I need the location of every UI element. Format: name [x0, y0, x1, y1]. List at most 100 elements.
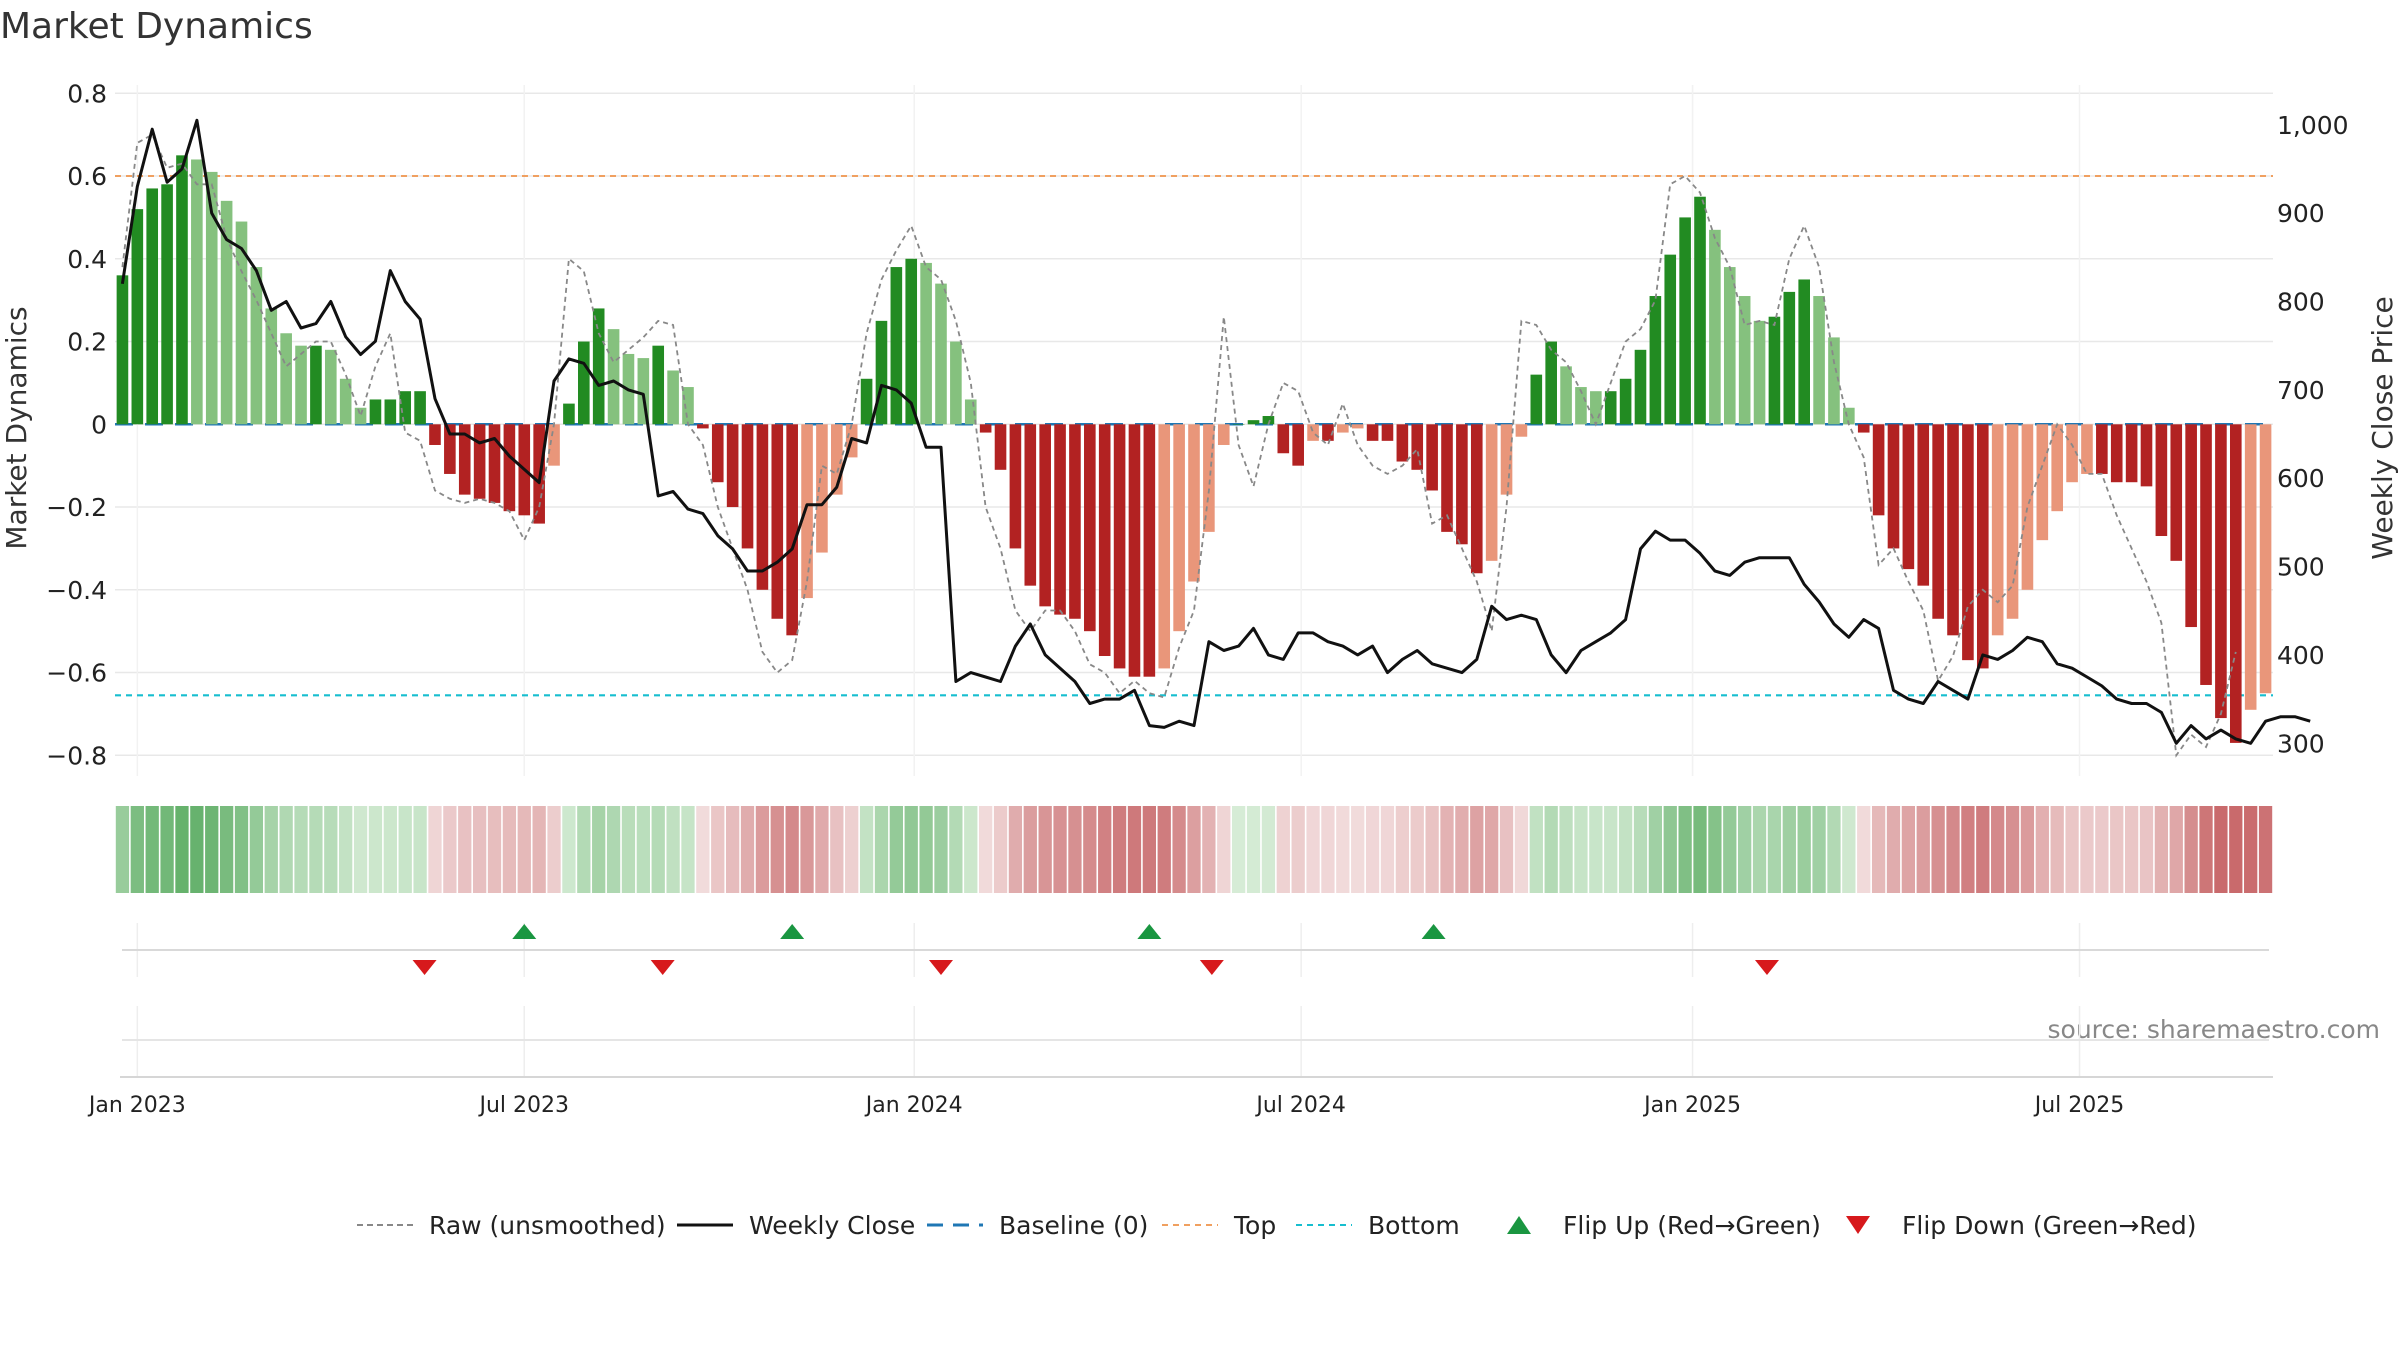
regime-strip-cell	[889, 806, 903, 893]
regime-strip-cell	[2154, 806, 2169, 893]
dynamics-bar	[1649, 296, 1662, 425]
x-tick-label: Jan 2024	[864, 1093, 963, 1118]
dynamics-bar	[1054, 424, 1066, 615]
dynamics-bar	[2021, 424, 2034, 590]
legend-label: Baseline (0)	[999, 1211, 1148, 1240]
regime-strip-cell	[234, 806, 249, 893]
dynamics-bar	[1277, 424, 1290, 454]
regime-strip-cell	[1291, 806, 1305, 893]
regime-strip-cell	[413, 806, 427, 893]
y-tick-left-label: 0.8	[67, 79, 107, 108]
regime-strip-cell	[2080, 806, 2094, 893]
legend-label: Flip Down (Green→Red)	[1902, 1211, 2197, 1240]
regime-strip-cell	[1618, 806, 1633, 893]
regime-strip-cell	[1916, 806, 1930, 893]
dynamics-bar	[771, 424, 784, 619]
dynamics-bar	[1857, 424, 1870, 433]
regime-strip-cell	[324, 806, 338, 893]
dynamics-bar	[1292, 424, 1304, 466]
regime-strip-cell	[428, 806, 442, 893]
y-tick-right-label: 900	[2277, 199, 2325, 228]
legend-label: Weekly Close	[749, 1211, 915, 1240]
flip-up-marker	[1137, 924, 1162, 939]
y-tick-right-label: 300	[2277, 729, 2325, 758]
dynamics-bar	[548, 424, 560, 466]
dynamics-bar	[295, 345, 307, 425]
y-tick-right-label: 800	[2277, 287, 2325, 316]
regime-strip-cell	[1321, 806, 1335, 893]
regime-strip-cell	[2214, 806, 2228, 893]
raw-unsmoothed-line	[121, 133, 2237, 758]
regime-strip-cell	[1767, 806, 1782, 893]
regime-strip-cell	[130, 806, 144, 893]
dynamics-bar	[176, 155, 188, 425]
legend-label: Raw (unsmoothed)	[429, 1211, 666, 1240]
regime-strip-cell	[190, 806, 204, 893]
dynamics-bar	[116, 275, 129, 425]
regime-strip-cell	[1738, 806, 1752, 893]
regime-strip-cell	[502, 806, 517, 893]
flip-up-marker	[1421, 924, 1446, 939]
regime-strip-cell	[2050, 806, 2064, 893]
flip-down-marker	[1199, 960, 1224, 975]
regime-strip-cell	[1574, 806, 1588, 893]
dynamics-bar	[1396, 424, 1409, 462]
regime-strip-cell	[1306, 806, 1320, 893]
dynamics-bar	[994, 424, 1007, 470]
flip-down-marker	[1754, 960, 1779, 975]
dynamics-bar	[1976, 424, 1989, 669]
regime-strip-cell	[1529, 806, 1543, 893]
legend-item-bottom: Bottom	[1296, 1211, 1460, 1240]
dynamics-bar	[280, 333, 292, 425]
x-tick-label: Jul 2024	[1254, 1093, 1346, 1118]
regime-strip-cell	[1663, 806, 1677, 893]
dynamics-bar	[1322, 424, 1334, 441]
regime-strip-cell	[1485, 806, 1499, 893]
dynamics-bar	[1723, 267, 1736, 425]
regime-strip-cell	[830, 806, 844, 893]
regime-strip-cell	[353, 806, 368, 893]
dynamics-bar	[1843, 407, 1855, 425]
regime-strip-cell	[249, 806, 264, 893]
regime-strip-cell	[115, 806, 130, 893]
y-tick-left-label: 0.2	[67, 328, 107, 357]
dynamics-bar	[935, 283, 947, 425]
regime-strip-cell	[2065, 806, 2079, 893]
regime-strip-cell	[1440, 806, 1454, 893]
regime-strip-cell	[205, 806, 219, 893]
regime-strip-cell	[2124, 806, 2139, 893]
regime-strip-cell	[949, 806, 963, 893]
regime-strip-cell	[1053, 806, 1067, 893]
y-tick-left-label: −0.6	[46, 659, 107, 688]
threshold-lines	[115, 175, 2273, 697]
dynamics-bar	[2125, 424, 2138, 483]
dynamics-bar	[1366, 424, 1379, 441]
dynamics-bar	[682, 387, 694, 425]
regime-strip-cell	[1842, 806, 1856, 893]
legend-label: Top	[1233, 1211, 1276, 1240]
regime-strip-cell	[339, 806, 353, 893]
dynamics-bar	[458, 424, 471, 495]
dynamics-bar	[2229, 424, 2242, 743]
dynamics-bar	[2244, 424, 2257, 710]
legend-label: Flip Up (Red→Green)	[1563, 1211, 1821, 1240]
dynamics-bar	[1530, 374, 1543, 425]
regime-strip-cell	[1589, 806, 1603, 893]
dynamics-bar	[1783, 291, 1796, 425]
y-tick-left-label: −0.4	[46, 576, 107, 605]
regime-strip-cell	[1604, 806, 1618, 893]
dynamics-bar	[1009, 424, 1022, 549]
dynamics-bar	[1828, 337, 1840, 425]
regime-strip-cell	[1008, 806, 1023, 893]
y-axis-right: 1,000 900 800 700 600 500 400 300	[2277, 111, 2349, 759]
regime-strip-cell	[1857, 806, 1871, 893]
legend-item-top: Top	[1162, 1211, 1276, 1240]
dynamics-bar	[369, 399, 382, 425]
dynamics-bar	[1798, 279, 1810, 425]
dynamics-bar	[488, 424, 501, 503]
dynamics-bar	[339, 378, 352, 425]
dynamics-bar	[1158, 424, 1171, 669]
dynamics-bar	[250, 267, 263, 425]
dynamics-bar	[324, 349, 337, 425]
regime-strip-cell	[666, 806, 680, 893]
